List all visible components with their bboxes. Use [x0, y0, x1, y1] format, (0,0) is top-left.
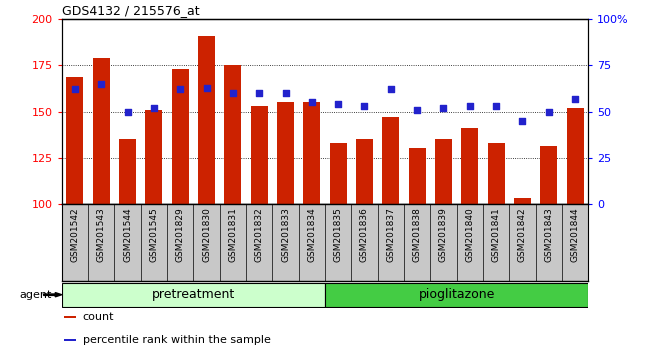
Point — [175, 87, 185, 92]
Bar — [64, 339, 76, 342]
Text: GSM201841: GSM201841 — [491, 207, 500, 262]
Point — [122, 109, 133, 114]
Bar — [409, 148, 426, 204]
Text: pretreatment: pretreatment — [151, 288, 235, 301]
Text: GSM201829: GSM201829 — [176, 207, 185, 262]
Point — [543, 109, 554, 114]
Point — [96, 81, 107, 87]
Bar — [435, 139, 452, 204]
Bar — [356, 139, 373, 204]
Text: GSM201833: GSM201833 — [281, 207, 290, 262]
Bar — [488, 143, 504, 204]
Bar — [93, 58, 110, 204]
Point — [70, 87, 80, 92]
Text: GSM201832: GSM201832 — [255, 207, 264, 262]
Text: percentile rank within the sample: percentile rank within the sample — [83, 335, 270, 346]
Bar — [514, 198, 531, 204]
Text: GSM201835: GSM201835 — [333, 207, 343, 262]
Text: GSM201840: GSM201840 — [465, 207, 474, 262]
Point — [227, 90, 238, 96]
Bar — [540, 147, 557, 204]
Bar — [277, 102, 294, 204]
Bar — [382, 117, 399, 204]
Point — [359, 103, 370, 109]
Point — [517, 118, 528, 124]
Text: GSM201830: GSM201830 — [202, 207, 211, 262]
Bar — [198, 36, 215, 204]
Bar — [64, 316, 76, 319]
Text: GSM201834: GSM201834 — [307, 207, 317, 262]
Bar — [330, 143, 346, 204]
Bar — [146, 110, 162, 204]
Text: GSM201544: GSM201544 — [123, 207, 132, 262]
Text: GDS4132 / 215576_at: GDS4132 / 215576_at — [62, 4, 200, 17]
Point — [149, 105, 159, 111]
Text: GSM201844: GSM201844 — [571, 207, 580, 262]
Text: agent: agent — [20, 290, 52, 300]
Point — [570, 96, 580, 102]
Text: GSM201831: GSM201831 — [228, 207, 237, 262]
Text: GSM201839: GSM201839 — [439, 207, 448, 262]
Text: GSM201836: GSM201836 — [360, 207, 369, 262]
Text: GSM201545: GSM201545 — [150, 207, 159, 262]
Text: GSM201838: GSM201838 — [413, 207, 422, 262]
Text: GSM201542: GSM201542 — [70, 207, 79, 262]
Bar — [462, 128, 478, 204]
Bar — [251, 106, 268, 204]
Text: count: count — [83, 312, 114, 322]
Text: pioglitazone: pioglitazone — [419, 288, 495, 301]
Point — [491, 103, 501, 109]
Text: GSM201837: GSM201837 — [386, 207, 395, 262]
Text: GSM201543: GSM201543 — [97, 207, 106, 262]
Point — [385, 87, 396, 92]
Bar — [172, 69, 188, 204]
Point — [280, 90, 291, 96]
Point — [412, 107, 423, 113]
Point — [254, 90, 265, 96]
Point — [438, 105, 448, 111]
Bar — [304, 102, 320, 204]
FancyBboxPatch shape — [325, 283, 588, 307]
FancyBboxPatch shape — [62, 283, 325, 307]
Text: GSM201843: GSM201843 — [544, 207, 553, 262]
Bar — [66, 76, 83, 204]
Bar — [224, 65, 241, 204]
Point — [333, 101, 343, 107]
Text: GSM201842: GSM201842 — [518, 207, 527, 262]
Bar — [119, 139, 136, 204]
Bar — [567, 108, 584, 204]
Point — [307, 99, 317, 105]
Point — [202, 85, 212, 90]
Point — [465, 103, 475, 109]
